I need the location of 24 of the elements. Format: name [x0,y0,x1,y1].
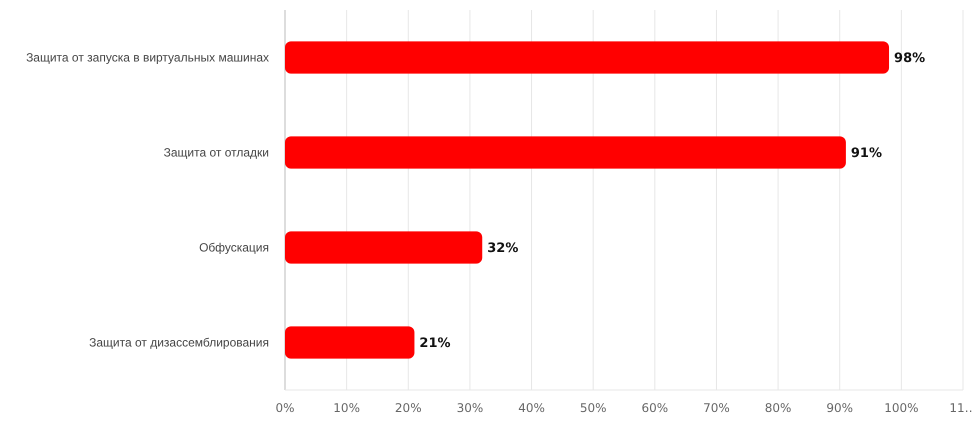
bar [285,231,482,264]
bar [285,41,890,74]
y-tick-label: Защита от отладки [164,146,269,160]
x-tick-label: 70% [703,401,730,415]
x-tick-label: 90% [826,401,854,415]
x-tick-label: 0% [275,401,295,415]
data-label: 21% [419,336,451,352]
x-tick-label: 60% [641,401,668,415]
data-label: 91% [850,146,882,162]
x-tick-label: 10% [333,401,360,415]
x-tick-label: 30% [456,401,484,415]
y-tick-label: Защита от дизассемблирования [89,336,269,350]
x-tick-label: 50% [580,401,607,415]
y-tick-label: Защита от запуска в виртуальных машинах [26,50,269,65]
data-label: 98% [894,51,926,66]
data-label: 32% [487,241,518,256]
x-tick-label: 20% [394,401,422,415]
bar [285,136,846,169]
x-tick-label: 11… [949,401,974,415]
x-tick-label: 80% [764,401,792,415]
bar [285,326,414,359]
x-tick-label: 100% [884,401,919,415]
x-tick-label: 40% [518,401,545,415]
y-tick-label: Обфускация [199,240,269,255]
